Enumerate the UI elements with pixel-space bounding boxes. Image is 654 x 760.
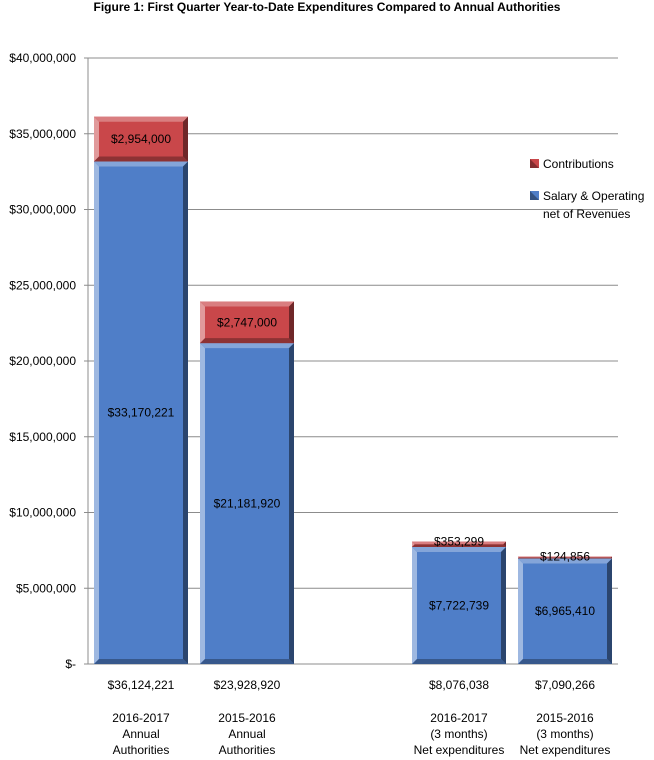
bar-face [518, 558, 612, 664]
bar-bevel-top [518, 558, 612, 564]
x-total-label: $7,090,266 [535, 678, 595, 692]
bar-bevel-left [94, 116, 99, 162]
bar-bevel-bottom [94, 659, 188, 664]
x-category-label: Annual [228, 727, 265, 741]
x-category-label: 2015-2016 [218, 711, 276, 725]
y-tick-label: $10,000,000 [9, 506, 76, 520]
x-category-label: 2015-2016 [536, 711, 594, 725]
x-category-label: Authorities [219, 743, 276, 757]
data-label: $6,965,410 [535, 604, 595, 618]
legend-label: Contributions [543, 157, 614, 171]
bar-bevel-left [200, 301, 205, 344]
data-label: $33,170,221 [108, 406, 175, 420]
legend-label: net of Revenues [543, 207, 630, 221]
bar-bevel-right [611, 556, 612, 559]
data-label: $124,856 [540, 550, 590, 564]
x-category-label: 2016-2017 [430, 711, 488, 725]
bar-bevel-right [503, 541, 506, 548]
bar-bevel-bottom [412, 544, 506, 548]
y-tick-label: $20,000,000 [9, 354, 76, 368]
bar-salary-operating [412, 547, 506, 664]
x-category-label: Net expenditures [414, 743, 505, 757]
bar-bevel-bottom [518, 659, 612, 664]
bar-face [412, 547, 506, 664]
legend-entry: Contributions [530, 157, 614, 171]
bar-face [200, 343, 294, 664]
y-tick-label: $5,000,000 [16, 581, 76, 595]
bar-bevel-left [412, 541, 415, 548]
bar-bevel-top [412, 547, 506, 553]
bar-bevel-top [412, 541, 506, 545]
legend-entry: Salary & Operating net of Revenues [530, 189, 644, 221]
bar-bevel-bottom [200, 659, 294, 664]
bar-contributions [412, 541, 506, 548]
x-category-label: Net expenditures [520, 743, 611, 757]
x-category-label: Authorities [113, 743, 170, 757]
legend-swatch-shade [530, 191, 539, 200]
bar-face [94, 116, 188, 162]
bar-contributions [200, 301, 294, 344]
x-axis-labels: $36,124,221 2016-2017 Annual Authorities $23… [108, 678, 611, 757]
bar-bevel-right [289, 343, 294, 664]
bar-bevel-right [289, 301, 294, 344]
gridlines [88, 57, 618, 589]
x-category-label: (3 months) [536, 727, 593, 741]
bar-bevel-left [518, 558, 523, 664]
legend: Contributions Salary & Operating net of Re… [530, 157, 644, 221]
y-tick-label: $40,000,000 [9, 51, 76, 65]
bar-salary-operating [518, 558, 612, 664]
data-label: $2,954,000 [111, 132, 171, 146]
bar-bevel-left [518, 556, 519, 559]
data-label: $21,181,920 [214, 497, 281, 511]
bar-bevel-top [94, 161, 188, 167]
axes: $- $5,000,000 $10,000,000 $15,000,000 $20,00… [9, 51, 618, 671]
legend-swatch-shade [530, 159, 539, 168]
bar-bevel-left [412, 547, 417, 664]
y-tick-label: $35,000,000 [9, 127, 76, 141]
bar-bevel-right [607, 558, 612, 664]
x-category-label: Annual [122, 727, 159, 741]
legend-label: Salary & Operating [543, 189, 644, 203]
data-label: $7,722,739 [429, 599, 489, 613]
y-tick-label: $30,000,000 [9, 203, 76, 217]
bar-bevel-right [501, 547, 506, 664]
bar-contributions [518, 556, 612, 559]
bars [94, 116, 612, 665]
bar-bevel-right [183, 161, 188, 665]
data-labels: $33,170,221 $2,954,000 $21,181,920 $2,747,0… [108, 132, 596, 618]
bar-bevel-left [200, 343, 205, 664]
bar-bevel-bottom [200, 338, 294, 344]
x-total-label: $8,076,038 [429, 678, 489, 692]
y-tick-label: $- [65, 657, 76, 671]
bar-bevel-right [183, 116, 188, 162]
bar-face [200, 301, 294, 344]
bar-bevel-left [94, 161, 99, 665]
bar-bevel-bottom [412, 659, 506, 664]
y-tick-label: $25,000,000 [9, 278, 76, 292]
data-label: $353,299 [434, 535, 484, 549]
bar-bevel-top [518, 556, 612, 558]
bar-bevel-top [200, 301, 294, 307]
bar-bevel-bottom [518, 557, 612, 559]
bar-salary-operating [200, 343, 294, 664]
bar-bevel-top [200, 343, 294, 349]
y-tick-label: $15,000,000 [9, 430, 76, 444]
bar-face [94, 161, 188, 665]
bar-contributions [94, 116, 188, 162]
chart-title: Figure 1: First Quarter Year-to-Date Exp… [93, 0, 561, 14]
bar-salary-operating [94, 161, 188, 665]
x-total-label: $36,124,221 [108, 678, 175, 692]
bar-bevel-bottom [94, 156, 188, 162]
x-category-label: (3 months) [430, 727, 487, 741]
x-total-label: $23,928,920 [214, 678, 281, 692]
data-label: $2,747,000 [217, 315, 277, 329]
x-category-label: 2016-2017 [112, 711, 170, 725]
bar-bevel-top [94, 116, 188, 122]
